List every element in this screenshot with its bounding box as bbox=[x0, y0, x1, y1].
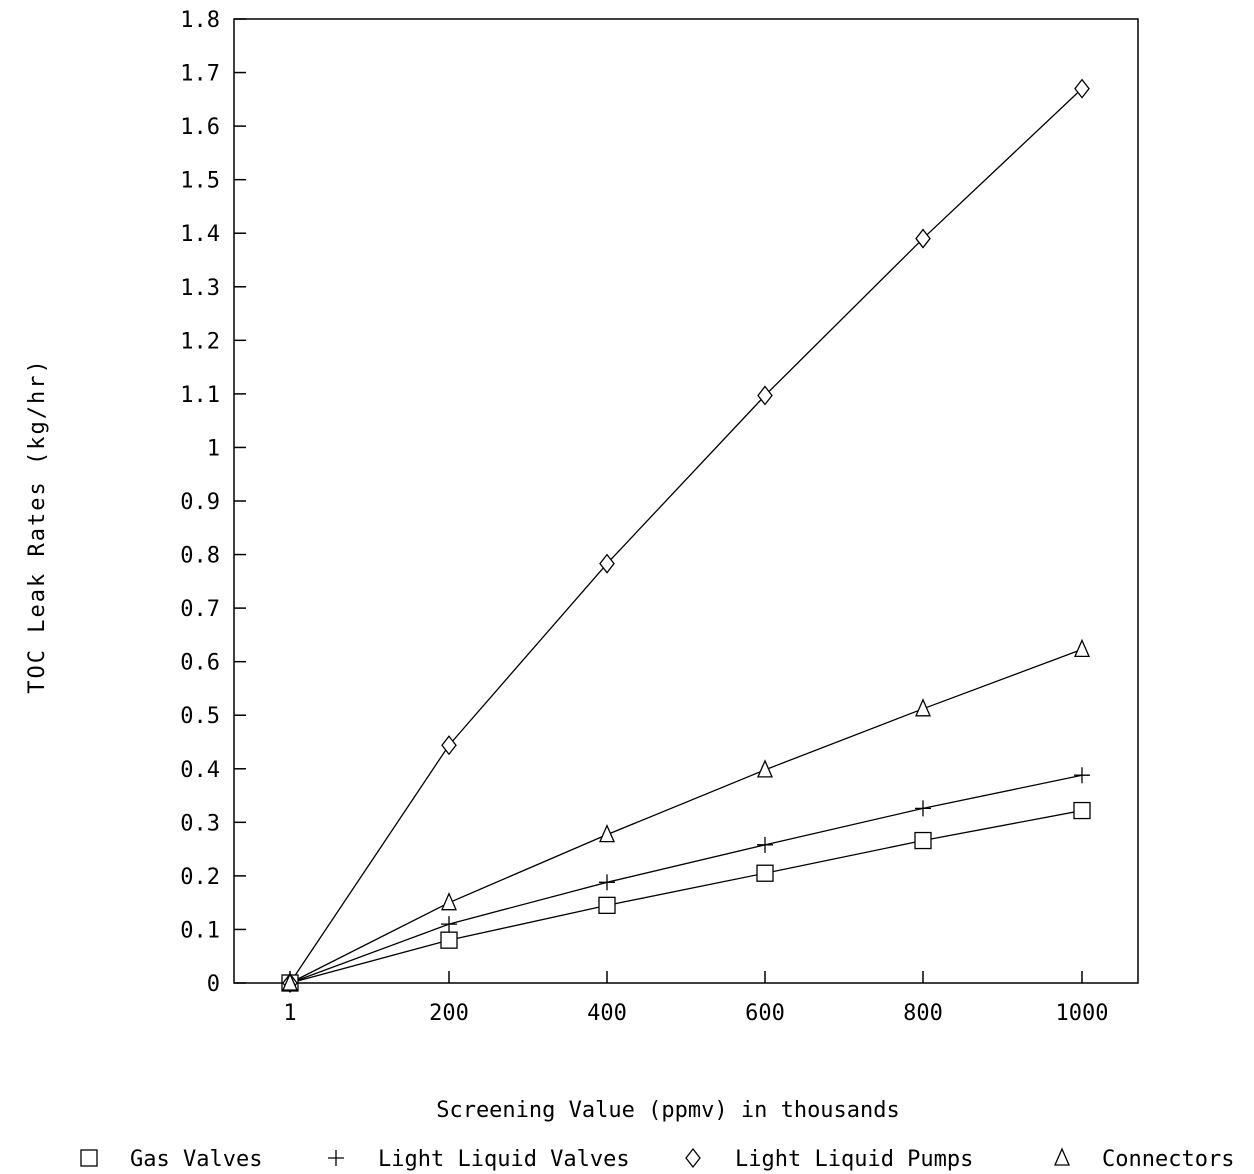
legend-marker-plus bbox=[328, 1150, 344, 1166]
y-tick-label: 0.9 bbox=[180, 490, 220, 515]
series-triangle bbox=[289, 648, 1083, 984]
x-axis: 1 200 400 600 800 1000 bbox=[283, 971, 1108, 1026]
y-axis: 0 0.1 0.2 0.3 0.4 0.5 0.6 0.7 0.8 0.9 1 1.1 1.2 1.3 1.… bbox=[180, 8, 246, 997]
legend-item: Gas Valves bbox=[80, 1147, 262, 1172]
legend-label: Gas Valves bbox=[130, 1147, 262, 1172]
data-point-diamond bbox=[915, 228, 931, 249]
y-tick-label: 1 bbox=[207, 436, 220, 461]
markers-square bbox=[281, 801, 1091, 992]
series-layer bbox=[281, 78, 1091, 994]
legend-label: Light Liquid Pumps bbox=[735, 1147, 973, 1172]
legend: Gas Valves Light Liquid Valves Light Liqui… bbox=[80, 1147, 1234, 1172]
y-tick-label: 0 bbox=[207, 972, 220, 997]
x-tick-label: 1 bbox=[283, 1001, 296, 1026]
series-line bbox=[289, 774, 1083, 984]
y-tick-label: 1.1 bbox=[180, 383, 220, 408]
x-tick-label: 200 bbox=[429, 1001, 469, 1026]
series-square bbox=[289, 809, 1083, 984]
data-point-plus bbox=[1074, 767, 1090, 784]
x-tick-label: 600 bbox=[745, 1001, 785, 1026]
y-tick-label: 0.6 bbox=[180, 651, 220, 676]
data-point-triangle bbox=[915, 698, 931, 717]
y-tick-label: 0.2 bbox=[180, 865, 220, 890]
data-point-triangle bbox=[282, 972, 298, 991]
legend-item: Light Liquid Pumps bbox=[685, 1147, 973, 1172]
series-plus bbox=[289, 774, 1083, 984]
data-point-triangle bbox=[441, 892, 457, 911]
y-tick-label: 0.1 bbox=[180, 918, 220, 943]
y-tick-label: 1.8 bbox=[180, 8, 220, 33]
legend-item: Light Liquid Valves bbox=[328, 1147, 630, 1172]
data-point-square bbox=[440, 931, 458, 949]
data-point-triangle bbox=[1074, 638, 1090, 657]
y-tick-label: 1.6 bbox=[180, 115, 220, 140]
series-line bbox=[289, 809, 1083, 984]
y-tick-label: 0.4 bbox=[180, 758, 220, 783]
markers-diamond bbox=[282, 78, 1090, 994]
y-axis-title: TOC Leak Rates (kg/hr) bbox=[25, 358, 50, 693]
y-tick-label: 1.3 bbox=[180, 276, 220, 301]
data-point-square bbox=[914, 831, 932, 850]
data-point-diamond bbox=[441, 735, 457, 756]
data-point-diamond bbox=[757, 385, 773, 406]
x-tick-label: 400 bbox=[587, 1001, 627, 1026]
y-tick-label: 0.7 bbox=[180, 597, 220, 622]
legend-label: Connectors bbox=[1102, 1147, 1234, 1172]
data-point-diamond bbox=[1074, 78, 1090, 99]
legend-item: Connectors bbox=[1054, 1147, 1234, 1172]
markers-triangle bbox=[282, 638, 1090, 991]
data-point-diamond bbox=[599, 553, 615, 574]
x-tick-label: 800 bbox=[903, 1001, 943, 1026]
y-tick-label: 1.5 bbox=[180, 169, 220, 194]
data-point-square bbox=[1073, 801, 1091, 820]
y-tick-label: 1.7 bbox=[180, 62, 220, 87]
y-tick-label: 1.4 bbox=[180, 222, 220, 247]
data-point-plus bbox=[599, 874, 615, 891]
legend-marker-triangle bbox=[1054, 1147, 1070, 1166]
legend-label: Light Liquid Valves bbox=[378, 1147, 630, 1172]
series-line bbox=[289, 88, 1083, 984]
x-tick-label: 1000 bbox=[1056, 1001, 1109, 1026]
data-point-square bbox=[598, 896, 616, 914]
data-point-plus bbox=[757, 836, 773, 853]
y-tick-label: 0.8 bbox=[180, 544, 220, 569]
y-tick-label: 0.3 bbox=[180, 811, 220, 836]
data-point-triangle bbox=[599, 824, 615, 843]
series-diamond bbox=[289, 88, 1083, 984]
y-tick-label: 1.2 bbox=[180, 329, 220, 354]
data-point-triangle bbox=[757, 759, 773, 778]
data-point-plus bbox=[915, 800, 931, 817]
legend-marker-square bbox=[80, 1149, 98, 1167]
series-line bbox=[289, 648, 1083, 984]
x-axis-title: Screening Value (ppmv) in thousands bbox=[436, 1098, 900, 1123]
y-tick-label: 0.5 bbox=[180, 704, 220, 729]
legend-marker-diamond bbox=[685, 1147, 701, 1169]
markers-plus bbox=[282, 767, 1090, 991]
data-point-plus bbox=[441, 916, 457, 933]
data-point-square bbox=[756, 864, 774, 882]
